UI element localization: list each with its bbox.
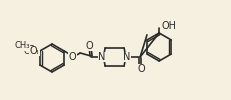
Text: O: O bbox=[29, 46, 36, 56]
Text: O: O bbox=[27, 45, 35, 55]
Text: O: O bbox=[137, 64, 144, 74]
Text: OH: OH bbox=[161, 21, 175, 31]
Text: N: N bbox=[123, 52, 130, 62]
Text: O: O bbox=[85, 41, 93, 51]
Text: CH₃: CH₃ bbox=[24, 46, 39, 56]
Text: CH₃: CH₃ bbox=[14, 42, 30, 50]
Text: N: N bbox=[98, 52, 105, 62]
Text: O: O bbox=[69, 52, 76, 62]
